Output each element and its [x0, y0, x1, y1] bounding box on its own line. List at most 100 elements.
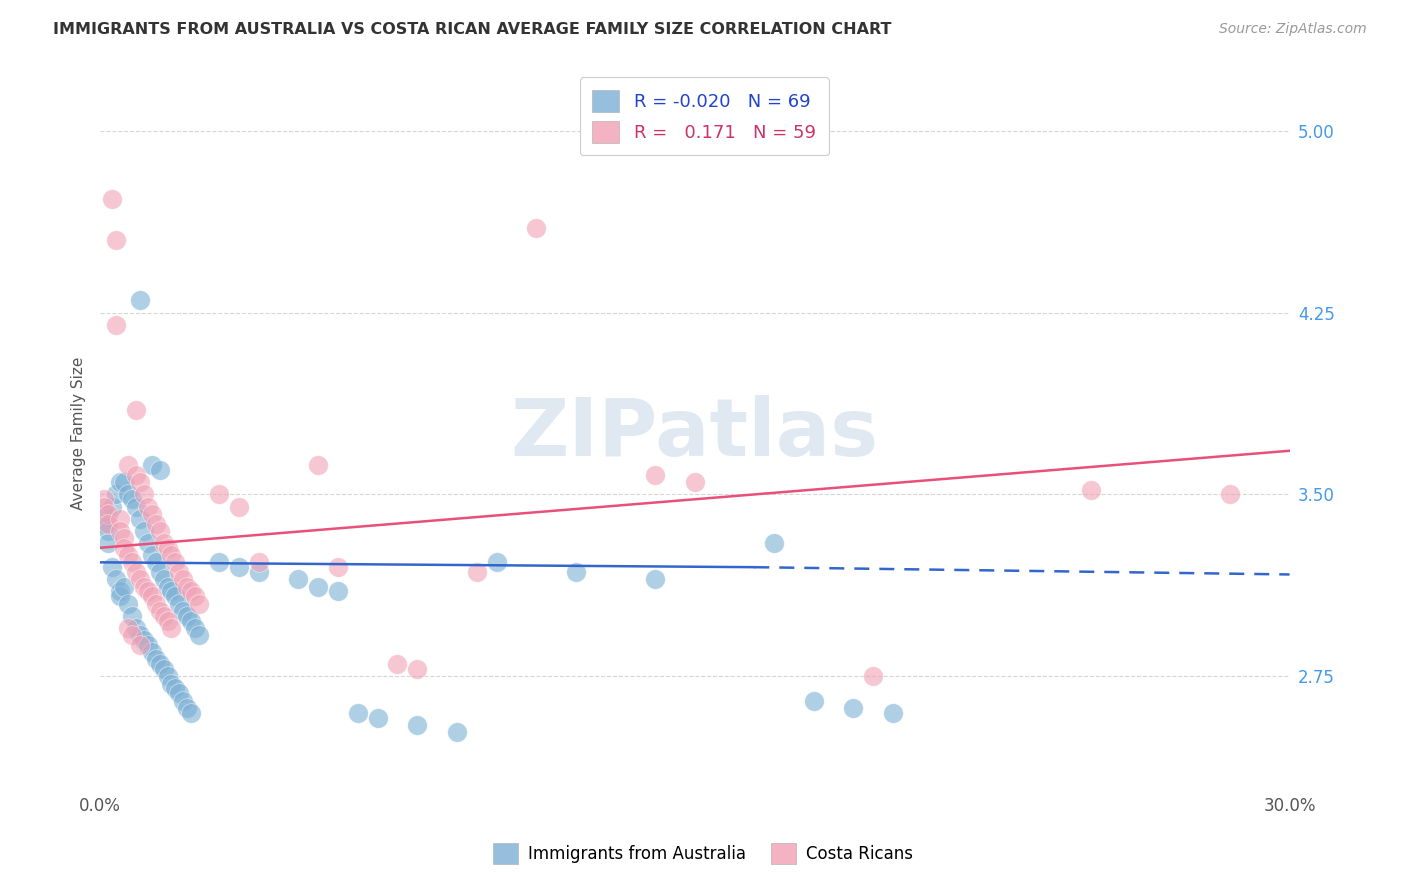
Point — [152, 572, 174, 586]
Point — [93, 500, 115, 514]
Point — [180, 706, 202, 720]
Point — [228, 500, 250, 514]
Point — [141, 507, 163, 521]
Point — [145, 555, 167, 569]
Point — [141, 458, 163, 473]
Point — [125, 402, 148, 417]
Point — [367, 710, 389, 724]
Point — [287, 572, 309, 586]
Y-axis label: Average Family Size: Average Family Size — [72, 357, 86, 510]
Point — [465, 565, 488, 579]
Point — [180, 614, 202, 628]
Point — [121, 555, 143, 569]
Point — [683, 475, 706, 490]
Point — [485, 555, 508, 569]
Point — [108, 584, 131, 599]
Point — [117, 621, 139, 635]
Point — [172, 604, 194, 618]
Point — [406, 662, 429, 676]
Point — [1219, 487, 1241, 501]
Point — [160, 621, 183, 635]
Point — [176, 608, 198, 623]
Legend: Immigrants from Australia, Costa Ricans: Immigrants from Australia, Costa Ricans — [486, 837, 920, 871]
Point — [145, 652, 167, 666]
Point — [132, 487, 155, 501]
Point — [112, 475, 135, 490]
Point — [156, 580, 179, 594]
Point — [169, 597, 191, 611]
Point — [228, 560, 250, 574]
Point — [172, 572, 194, 586]
Point — [446, 725, 468, 739]
Point — [117, 597, 139, 611]
Point — [152, 536, 174, 550]
Point — [644, 468, 666, 483]
Point — [152, 662, 174, 676]
Point — [97, 524, 120, 538]
Point — [188, 628, 211, 642]
Point — [145, 597, 167, 611]
Point — [156, 541, 179, 555]
Point — [132, 580, 155, 594]
Point — [152, 608, 174, 623]
Point — [108, 475, 131, 490]
Point — [165, 681, 187, 696]
Point — [307, 458, 329, 473]
Point — [862, 669, 884, 683]
Point — [141, 548, 163, 562]
Point — [149, 524, 172, 538]
Point — [160, 676, 183, 690]
Point — [387, 657, 409, 672]
Point — [165, 589, 187, 603]
Point — [326, 584, 349, 599]
Point — [803, 693, 825, 707]
Point — [172, 693, 194, 707]
Point — [93, 492, 115, 507]
Point — [565, 565, 588, 579]
Point — [1080, 483, 1102, 497]
Point — [247, 555, 270, 569]
Point — [101, 560, 124, 574]
Point — [326, 560, 349, 574]
Point — [644, 572, 666, 586]
Point — [101, 500, 124, 514]
Point — [524, 220, 547, 235]
Point — [763, 536, 786, 550]
Point — [169, 565, 191, 579]
Point — [97, 516, 120, 531]
Point — [121, 492, 143, 507]
Point — [208, 555, 231, 569]
Point — [108, 511, 131, 525]
Point — [176, 701, 198, 715]
Point — [160, 584, 183, 599]
Point — [121, 628, 143, 642]
Point — [132, 632, 155, 647]
Point — [101, 192, 124, 206]
Point — [156, 614, 179, 628]
Point — [104, 318, 127, 332]
Point — [141, 589, 163, 603]
Point — [112, 531, 135, 545]
Point — [128, 293, 150, 308]
Point — [112, 541, 135, 555]
Point — [347, 706, 370, 720]
Point — [160, 548, 183, 562]
Point — [125, 565, 148, 579]
Point — [149, 657, 172, 672]
Point — [141, 645, 163, 659]
Point — [165, 555, 187, 569]
Point — [97, 507, 120, 521]
Point — [842, 701, 865, 715]
Point — [156, 669, 179, 683]
Point — [108, 524, 131, 538]
Point — [104, 487, 127, 501]
Text: IMMIGRANTS FROM AUSTRALIA VS COSTA RICAN AVERAGE FAMILY SIZE CORRELATION CHART: IMMIGRANTS FROM AUSTRALIA VS COSTA RICAN… — [53, 22, 891, 37]
Point — [128, 628, 150, 642]
Point — [121, 608, 143, 623]
Point — [188, 597, 211, 611]
Point — [169, 686, 191, 700]
Point — [145, 516, 167, 531]
Text: Source: ZipAtlas.com: Source: ZipAtlas.com — [1219, 22, 1367, 37]
Point — [108, 589, 131, 603]
Point — [208, 487, 231, 501]
